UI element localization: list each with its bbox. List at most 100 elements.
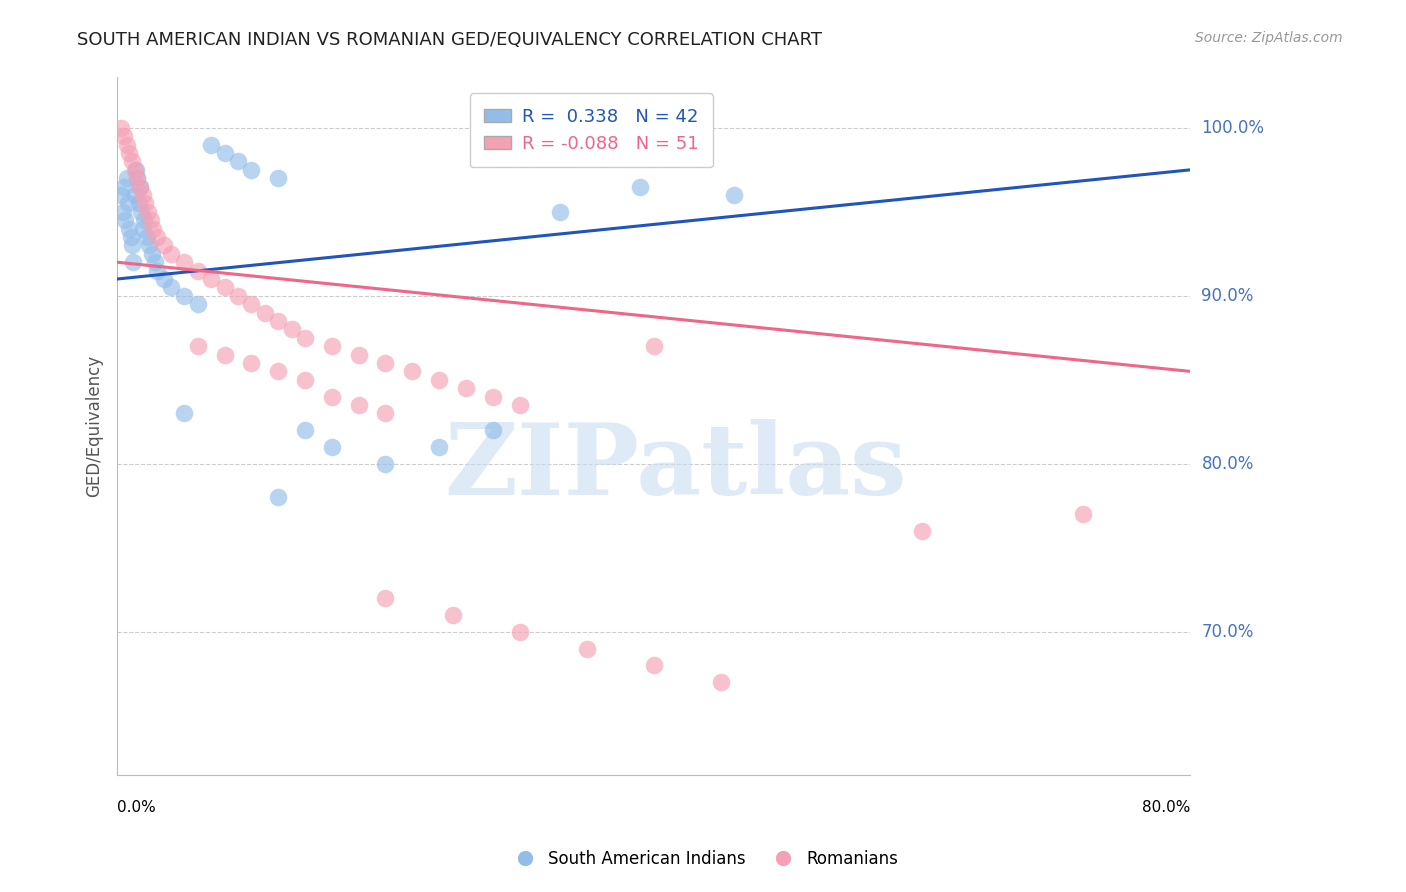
Point (454, 381, 477, 395)
Point (112, 129, 135, 144)
Point (294, 373, 316, 387)
Point (481, 390, 503, 404)
Point (374, 356, 396, 370)
Point (267, 314, 290, 328)
Point (628, 179, 651, 194)
Point (911, 524, 934, 538)
Point (141, 247, 163, 261)
Point (120, 230, 142, 244)
Point (132, 213, 155, 227)
Point (110, 120, 132, 135)
Point (643, 658, 665, 673)
Text: Source: ZipAtlas.com: Source: ZipAtlas.com (1195, 31, 1343, 45)
Point (723, 188, 745, 202)
Point (226, 154, 249, 169)
Point (267, 491, 290, 505)
Point (146, 230, 169, 244)
Point (548, 204, 571, 219)
Text: SOUTH AMERICAN INDIAN VS ROMANIAN GED/EQUIVALENCY CORRELATION CHART: SOUTH AMERICAN INDIAN VS ROMANIAN GED/EQ… (77, 31, 823, 49)
Point (200, 272, 222, 286)
Point (374, 591, 396, 606)
Point (481, 423, 503, 437)
Point (509, 624, 531, 639)
Point (187, 297, 209, 311)
Point (136, 204, 159, 219)
Point (124, 162, 146, 177)
Point (160, 280, 183, 294)
Point (153, 272, 176, 286)
Point (127, 171, 149, 186)
Point (115, 137, 138, 152)
Point (125, 162, 148, 177)
Point (112, 179, 135, 194)
Text: 100.0%: 100.0% (1202, 119, 1264, 136)
Point (131, 221, 153, 235)
Point (427, 440, 450, 454)
Point (173, 289, 195, 303)
Point (214, 348, 236, 362)
Point (131, 204, 153, 219)
Point (347, 398, 370, 412)
Point (267, 364, 290, 378)
Text: 80.0%: 80.0% (1142, 799, 1191, 814)
Point (187, 339, 209, 353)
Legend: South American Indians, Romanians: South American Indians, Romanians (502, 844, 904, 875)
Legend: R =  0.338   N = 42, R = -0.088   N = 51: R = 0.338 N = 42, R = -0.088 N = 51 (470, 94, 713, 168)
Point (131, 188, 153, 202)
Point (129, 179, 152, 194)
Point (118, 146, 141, 161)
Point (200, 137, 222, 152)
Point (214, 280, 236, 294)
Point (710, 675, 733, 690)
Point (321, 440, 343, 454)
Point (115, 171, 138, 186)
Point (128, 196, 150, 211)
Point (173, 255, 195, 269)
Point (374, 406, 396, 420)
Point (121, 238, 143, 252)
Text: 0.0%: 0.0% (117, 799, 156, 814)
Point (124, 188, 146, 202)
Point (129, 179, 152, 194)
Point (240, 356, 263, 370)
Point (153, 238, 176, 252)
Point (114, 213, 136, 227)
Point (280, 322, 302, 336)
Point (240, 162, 263, 177)
Point (127, 171, 149, 186)
Point (267, 171, 290, 186)
Point (214, 146, 236, 161)
Point (146, 263, 169, 277)
Point (347, 348, 370, 362)
Text: 70.0%: 70.0% (1202, 623, 1254, 640)
Point (111, 204, 134, 219)
Point (427, 373, 450, 387)
Point (226, 289, 249, 303)
Point (401, 364, 423, 378)
Point (240, 297, 263, 311)
Point (110, 188, 132, 202)
Point (142, 221, 165, 235)
Point (187, 263, 209, 277)
Text: 90.0%: 90.0% (1202, 287, 1254, 305)
Point (139, 213, 162, 227)
Point (117, 196, 139, 211)
Point (135, 230, 157, 244)
Point (374, 457, 396, 471)
Point (441, 607, 464, 622)
Point (509, 398, 531, 412)
Point (253, 305, 276, 319)
Point (321, 390, 343, 404)
Text: ZIPatlas: ZIPatlas (444, 419, 907, 516)
Point (643, 339, 665, 353)
Y-axis label: GED/Equivalency: GED/Equivalency (86, 355, 103, 497)
Point (173, 406, 195, 420)
Point (138, 238, 160, 252)
Point (294, 423, 316, 437)
Point (575, 641, 598, 656)
Point (321, 339, 343, 353)
Point (160, 247, 183, 261)
Point (118, 221, 141, 235)
Point (143, 255, 166, 269)
Point (134, 196, 156, 211)
